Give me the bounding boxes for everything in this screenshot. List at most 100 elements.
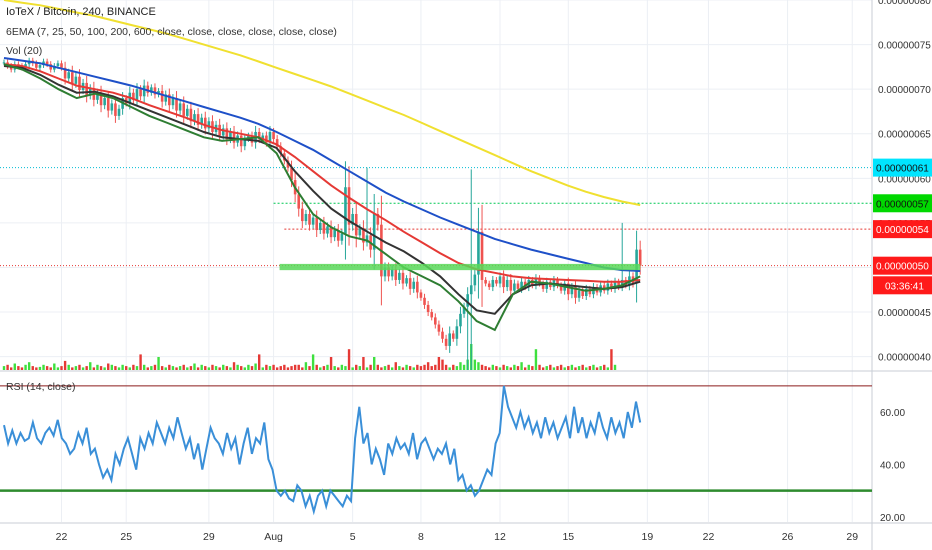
- volume-bar: [250, 366, 254, 370]
- volume-bar: [17, 366, 20, 370]
- volume-bar: [549, 364, 552, 370]
- candle-body: [74, 76, 78, 84]
- candle-body: [297, 194, 301, 209]
- ema-line: [3, 57, 641, 272]
- volume-bar: [355, 364, 358, 370]
- volume-bar: [545, 366, 548, 370]
- ema-legend[interactable]: 6EMA (7, 25, 50, 100, 200, 600, close, c…: [6, 26, 337, 38]
- rsi-pane: 20.00 40.00 60.00: [0, 385, 905, 524]
- volume-bar: [290, 366, 293, 370]
- rsi-tick-label: 20.00: [880, 513, 905, 524]
- candle-body: [505, 279, 509, 288]
- volume-bar: [326, 364, 329, 370]
- volume-bar: [452, 364, 455, 370]
- candle-body: [441, 331, 444, 339]
- candle-body: [498, 276, 502, 284]
- candle-body: [430, 312, 434, 318]
- time-tick-label: 26: [782, 531, 794, 543]
- volume-bar: [383, 366, 387, 370]
- volume-bar: [527, 364, 530, 370]
- volume-bar: [297, 364, 300, 370]
- candle-body: [290, 167, 293, 181]
- volume-bar: [315, 364, 318, 370]
- price-tag: [873, 256, 932, 275]
- volume-bar: [448, 367, 451, 370]
- volume-bar: [56, 367, 60, 370]
- candle-body: [308, 213, 311, 225]
- volume-bar: [96, 364, 99, 370]
- candle-body: [365, 235, 369, 243]
- candle-body: [45, 61, 49, 65]
- volume-bar: [398, 366, 401, 370]
- rsi-tick-label: 40.00: [880, 460, 905, 471]
- price-tick-label: 0.00000060: [878, 174, 931, 185]
- candle-body: [398, 272, 401, 280]
- volume-bar: [477, 362, 480, 370]
- candle-body: [110, 103, 114, 111]
- candle-body: [229, 131, 232, 140]
- volume-bar: [480, 364, 484, 370]
- candle-body: [268, 131, 272, 143]
- candle-body: [318, 222, 322, 231]
- candle-body: [466, 294, 469, 307]
- candle-body: [480, 231, 484, 280]
- volume-bar: [286, 367, 290, 370]
- volume-bar: [552, 367, 556, 370]
- volume-bar: [405, 364, 408, 370]
- candle-body: [106, 98, 110, 111]
- candle-body: [437, 324, 441, 332]
- volume-bar: [268, 366, 272, 370]
- volume-bar: [60, 366, 63, 370]
- candle-body: [150, 87, 153, 93]
- rsi-legend[interactable]: RSI (14, close): [6, 381, 76, 393]
- time-tick-label: Aug: [264, 531, 283, 543]
- volume-bar: [340, 364, 344, 370]
- volume-bar: [125, 366, 128, 370]
- volume-bar: [390, 367, 394, 370]
- volume-bar: [229, 367, 232, 370]
- volume-bar: [509, 367, 512, 370]
- volume-bar: [132, 364, 135, 370]
- volume-bar: [455, 366, 459, 370]
- volume-bar: [142, 364, 146, 370]
- volume-bar: [81, 367, 85, 370]
- candle-body: [135, 89, 139, 100]
- candle-body: [495, 279, 498, 284]
- candle-body: [85, 82, 88, 96]
- candle-body: [38, 65, 42, 68]
- volume-bar: [236, 364, 239, 370]
- support-zone-box: [279, 263, 641, 271]
- volume-bar: [523, 367, 527, 370]
- candle-body: [193, 114, 196, 122]
- price-tag: [873, 158, 932, 177]
- volume-bar: [114, 366, 117, 370]
- volume-bar: [189, 366, 193, 370]
- volume-bar: [387, 364, 390, 370]
- candle-body: [581, 290, 584, 296]
- support-zone: [279, 263, 641, 271]
- volume-bar: [293, 364, 297, 370]
- volume-bar: [319, 367, 322, 370]
- candle-body: [221, 128, 225, 136]
- volume-bar: [24, 364, 27, 370]
- candle-body: [451, 333, 455, 339]
- candle-body: [196, 114, 200, 125]
- volume-bar: [45, 366, 49, 370]
- volume-bar: [567, 366, 570, 370]
- candle-body: [351, 213, 354, 225]
- time-tick-label: 22: [703, 531, 715, 543]
- candle-body: [225, 128, 229, 140]
- ema-line: [3, 0, 641, 207]
- volume-bar: [538, 364, 541, 370]
- candle-body: [178, 103, 182, 111]
- candle-body: [182, 103, 186, 116]
- candle-body: [376, 213, 380, 225]
- volume-bar: [347, 349, 351, 370]
- price-tick-label: 0.00000070: [878, 85, 931, 96]
- candle-body: [469, 285, 473, 295]
- volume-legend[interactable]: Vol (20): [6, 45, 43, 57]
- candle-body: [139, 89, 142, 97]
- symbol-legend[interactable]: IoTeX / Bitcoin, 240, BINANCE: [6, 6, 156, 18]
- volume-bar: [613, 364, 617, 370]
